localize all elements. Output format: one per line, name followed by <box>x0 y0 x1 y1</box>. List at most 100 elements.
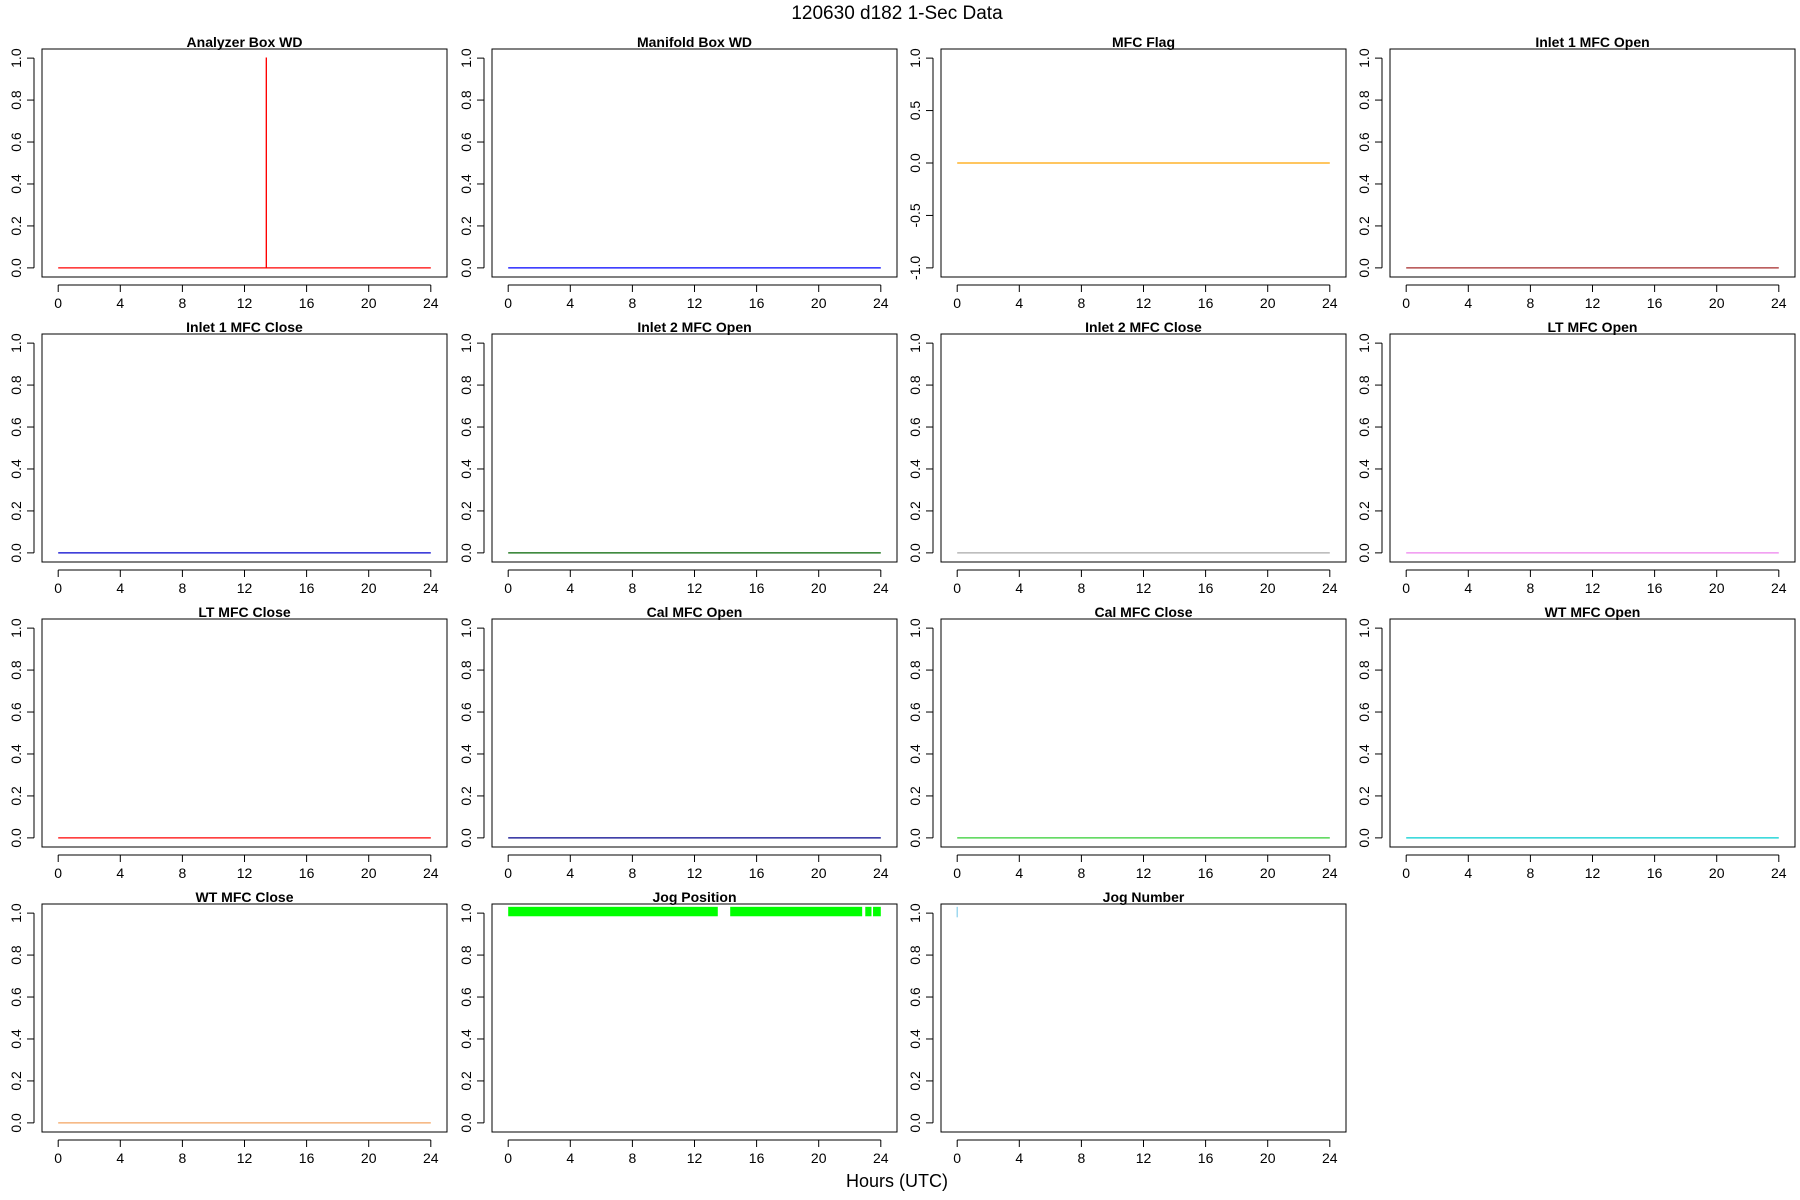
y-tick-label: 0.2 <box>458 786 474 806</box>
y-tick-label: 1.0 <box>8 333 24 353</box>
y-axis: 0.0 0.2 0.4 0.6 0.8 1.0 <box>907 618 934 848</box>
panel-7: Inlet 2 MFC Close 0 4 8 12 16 20 24 0.0 0.2 0.4 0.6… <box>907 319 1347 596</box>
x-tick-label: 4 <box>116 580 124 596</box>
y-tick-label: 0.6 <box>907 987 923 1007</box>
y-tick-label: 1.0 <box>1356 48 1372 68</box>
y-axis: 0.0 0.2 0.4 0.6 0.8 1.0 <box>458 618 485 848</box>
x-tick-label: 20 <box>1260 295 1276 311</box>
y-tick-label: 0.2 <box>458 216 474 236</box>
x-tick-label: 8 <box>179 865 187 881</box>
y-tick-label: 0.8 <box>458 660 474 680</box>
x-tick-label: 4 <box>116 865 124 881</box>
x-tick-label: 8 <box>1078 580 1086 596</box>
x-tick-label: 12 <box>687 295 703 311</box>
x-tick-label: 24 <box>423 865 439 881</box>
y-axis: 0.0 0.2 0.4 0.6 0.8 1.0 <box>458 333 485 563</box>
x-tick-label: 24 <box>1322 1150 1338 1166</box>
plot-frame <box>41 333 448 563</box>
y-tick-label: 0.8 <box>458 90 474 110</box>
y-tick-label: 0.0 <box>458 258 474 278</box>
y-tick-label: 0.8 <box>907 375 923 395</box>
x-tick-label: 12 <box>237 865 253 881</box>
panel-5: Inlet 1 MFC Close 0 4 8 12 16 20 24 0.0 0.2 0.4 0.6… <box>8 319 448 596</box>
y-tick-label: 0.2 <box>8 501 24 521</box>
panel-title: LT MFC Open <box>1548 319 1638 335</box>
y-tick-label: 0.4 <box>1356 459 1372 479</box>
x-tick-label: 4 <box>1015 580 1023 596</box>
plot-frame <box>491 333 898 563</box>
x-tick-label: 0 <box>1402 295 1410 311</box>
x-tick-label: 16 <box>1198 580 1214 596</box>
x-axis: 0 4 8 12 16 20 24 <box>504 284 889 311</box>
x-tick-label: 0 <box>953 865 961 881</box>
x-axis: 0 4 8 12 16 20 24 <box>953 569 1338 596</box>
x-tick-label: 4 <box>1464 865 1472 881</box>
x-tick-label: 16 <box>749 580 765 596</box>
x-tick-label: 16 <box>1647 865 1663 881</box>
y-tick-label: 1.0 <box>458 48 474 68</box>
x-tick-label: 12 <box>1136 1150 1152 1166</box>
y-tick-label: 0.0 <box>907 1113 923 1133</box>
y-axis: 0.0 0.2 0.4 0.6 0.8 1.0 <box>1356 618 1383 848</box>
y-tick-label: 0.4 <box>1356 744 1372 764</box>
y-tick-label: 0.2 <box>907 1071 923 1091</box>
x-tick-label: 8 <box>629 580 637 596</box>
x-tick-label: 16 <box>1198 865 1214 881</box>
y-tick-label: 1.0 <box>8 618 24 638</box>
y-tick-label: 0.2 <box>1356 786 1372 806</box>
x-tick-label: 24 <box>1771 580 1787 596</box>
x-tick-label: 0 <box>54 295 62 311</box>
panel-title: WT MFC Open <box>1545 604 1641 620</box>
x-tick-label: 8 <box>1078 865 1086 881</box>
y-tick-label: 1.0 <box>1356 618 1372 638</box>
x-tick-label: 12 <box>1136 580 1152 596</box>
y-tick-label: 0.4 <box>907 744 923 764</box>
x-tick-label: 16 <box>749 1150 765 1166</box>
panel-title: Jog Number <box>1103 889 1185 905</box>
x-tick-label: 24 <box>1771 295 1787 311</box>
figure-title: 120630 d182 1-Sec Data <box>791 3 1003 24</box>
x-tick-label: 20 <box>811 580 827 596</box>
x-tick-label: 0 <box>504 1150 512 1166</box>
y-tick-label: 0.0 <box>8 828 24 848</box>
y-tick-label: 0.6 <box>458 987 474 1007</box>
x-tick-label: 0 <box>1402 580 1410 596</box>
x-tick-label: 24 <box>873 1150 889 1166</box>
y-tick-label: 0.6 <box>907 417 923 437</box>
x-tick-label: 20 <box>361 295 377 311</box>
y-tick-label: 0.4 <box>8 1029 24 1049</box>
y-tick-label: 0.2 <box>8 1071 24 1091</box>
x-tick-label: 12 <box>237 295 253 311</box>
y-tick-label: 0.8 <box>907 945 923 965</box>
y-tick-label: 0.6 <box>458 132 474 152</box>
x-axis: 0 4 8 12 16 20 24 <box>1402 569 1787 596</box>
x-tick-label: 4 <box>566 865 574 881</box>
plot-frame <box>491 618 898 848</box>
y-tick-label: 0.8 <box>1356 90 1372 110</box>
x-tick-label: 12 <box>1585 865 1601 881</box>
x-tick-label: 12 <box>687 1150 703 1166</box>
x-tick-label: 20 <box>811 1150 827 1166</box>
x-axis: 0 4 8 12 16 20 24 <box>504 569 889 596</box>
x-tick-label: 4 <box>1015 1150 1023 1166</box>
y-tick-label: 0.8 <box>458 375 474 395</box>
panel-12: WT MFC Open 0 4 8 12 16 20 24 0.0 0.2 0.4 0.6 0.8 1.0 <box>1356 604 1796 881</box>
panel-13: WT MFC Close 0 4 8 12 16 20 24 0.0 0.2 0.4 0.6 0.8 1.… <box>8 889 448 1166</box>
x-tick-label: 0 <box>504 865 512 881</box>
x-tick-label: 20 <box>1709 580 1725 596</box>
x-tick-label: 4 <box>1015 295 1023 311</box>
x-tick-label: 24 <box>1322 295 1338 311</box>
y-tick-label: 0.8 <box>8 90 24 110</box>
y-tick-label: 0.8 <box>1356 660 1372 680</box>
y-tick-label: -0.5 <box>907 203 923 227</box>
plot-frame <box>41 48 448 278</box>
x-axis: 0 4 8 12 16 20 24 <box>953 284 1338 311</box>
y-tick-label: 1.0 <box>907 333 923 353</box>
y-tick-label: 1.0 <box>458 903 474 923</box>
x-axis: 0 4 8 12 16 20 24 <box>504 1139 889 1166</box>
y-tick-label: 0.6 <box>8 417 24 437</box>
panel-14: Jog Position 0 4 8 12 16 20 24 0.0 0.2 0.4 0.6 0.8 1.… <box>458 889 898 1166</box>
y-tick-label: 0.2 <box>907 786 923 806</box>
x-tick-label: 16 <box>299 865 315 881</box>
